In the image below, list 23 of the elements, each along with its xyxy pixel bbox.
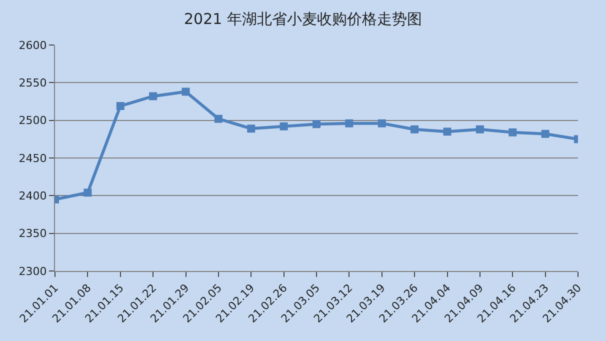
point [541, 130, 550, 138]
y-tick-label: 2350 [18, 227, 47, 240]
point [345, 119, 354, 128]
point [149, 92, 158, 100]
y-tick-label: 2550 [18, 76, 47, 90]
point [280, 122, 288, 130]
point [247, 124, 256, 133]
point [443, 128, 452, 136]
point [508, 128, 517, 136]
y-tick-label: 2600 [18, 38, 47, 52]
point [84, 188, 92, 197]
point [312, 120, 320, 128]
point [410, 125, 419, 134]
y-tick-label: 2500 [18, 114, 47, 128]
y-tick-label: 2300 [18, 264, 47, 278]
y-tick-label: 2450 [18, 152, 47, 165]
point [476, 125, 484, 134]
y-tick-label: 2400 [18, 190, 47, 203]
point [116, 102, 124, 110]
chart-title: 2021 年湖北省小麦收购价格走势图 [184, 10, 422, 28]
point [182, 88, 190, 96]
point [214, 114, 222, 123]
point [378, 119, 386, 128]
